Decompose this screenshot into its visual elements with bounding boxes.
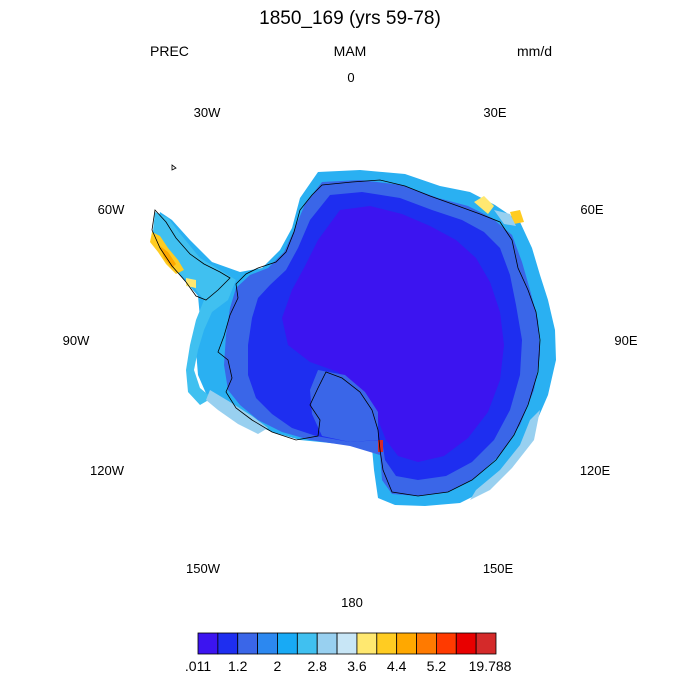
colorbar-label-3: 2.8 [307,658,327,674]
lon-label-0: 0 [347,70,354,85]
lon-label-60e: 60E [580,202,603,217]
dml-light-band [494,210,516,226]
colorbar-swatch-8 [356,632,378,655]
east-light-band [470,410,540,500]
colorbar-swatch-1 [217,632,239,655]
west-light-band [206,390,268,434]
colorbar-swatch-2 [237,632,259,655]
precipitation-field [150,170,556,506]
colorbar-swatch-6 [316,632,338,655]
lon-label-90e: 90E [614,333,637,348]
longitude-labels: 0 30E 60E 90E 120E 150E 180 150W 120W 90… [63,70,638,610]
peninsula-max-precip [160,246,176,268]
lon-label-60w: 60W [98,202,125,217]
figure-title: 1850_169 (yrs 59-78) [259,8,441,29]
colorbar-swatch-12 [435,632,457,655]
lon-label-30w: 30W [194,105,221,120]
lon-label-180: 180 [341,595,363,610]
colorbar-swatch-10 [396,632,417,655]
colorbar [197,632,497,655]
colorbar-label-2: 2 [273,658,282,674]
ross-shelf [310,370,378,442]
lon-label-150e: 150E [483,561,514,576]
ross-red-mark [378,440,383,452]
colorbar-label-0: .011 [184,658,212,674]
colorbar-swatch-11 [416,632,437,655]
lon-label-150w: 150W [186,561,221,576]
colorbar-label-6: 5.2 [426,658,447,674]
lon-label-30e: 30E [483,105,506,120]
plateau-core [282,206,504,462]
dml-max-precip [510,210,524,224]
colorbar-label-5: 4.4 [386,658,407,674]
dml-high-precip [474,196,494,214]
colorbar-swatch-14 [475,632,497,655]
colorbar-swatch-13 [455,632,477,655]
lon-label-120e: 120E [580,463,611,478]
colorbar-label-7: 19.788 [468,658,512,674]
variable-label: PREC [150,43,189,59]
colorbar-swatch-0 [197,632,219,655]
units-label: mm/d [517,43,552,59]
colorbar-swatch-4 [277,632,298,655]
lon-label-90w: 90W [63,333,90,348]
colorbar-swatch-7 [336,632,358,655]
colorbar-label-1: 1.2 [227,658,248,674]
colorbar-swatch-5 [296,632,318,655]
lon-label-120w: 120W [90,463,125,478]
season-label: MAM [333,43,367,59]
coastline [151,164,541,497]
colorbar-swatch-3 [257,632,278,655]
colorbar-swatch-9 [376,632,398,655]
colorbar-label-4: 3.6 [347,658,367,674]
